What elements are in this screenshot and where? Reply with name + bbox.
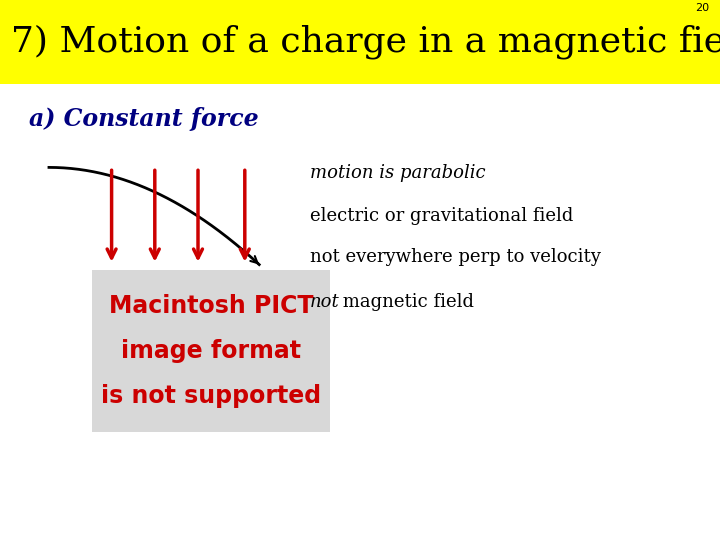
Text: is not supported: is not supported [101, 384, 321, 408]
Text: 7) Motion of a charge in a magnetic field: 7) Motion of a charge in a magnetic fiel… [11, 24, 720, 59]
Text: a) Constant force: a) Constant force [29, 107, 258, 131]
Text: motion is parabolic: motion is parabolic [310, 164, 485, 182]
Text: not everywhere perp to velocity: not everywhere perp to velocity [310, 247, 600, 266]
Text: not: not [310, 293, 339, 312]
Text: electric or gravitational field: electric or gravitational field [310, 207, 573, 225]
Bar [92, 270, 330, 432]
Text: 20: 20 [695, 3, 709, 13]
Text: image format: image format [121, 339, 301, 363]
Text: magnetic field: magnetic field [337, 293, 474, 312]
Text: Macintosh PICT: Macintosh PICT [109, 294, 313, 318]
Bar [0, 0, 720, 84]
